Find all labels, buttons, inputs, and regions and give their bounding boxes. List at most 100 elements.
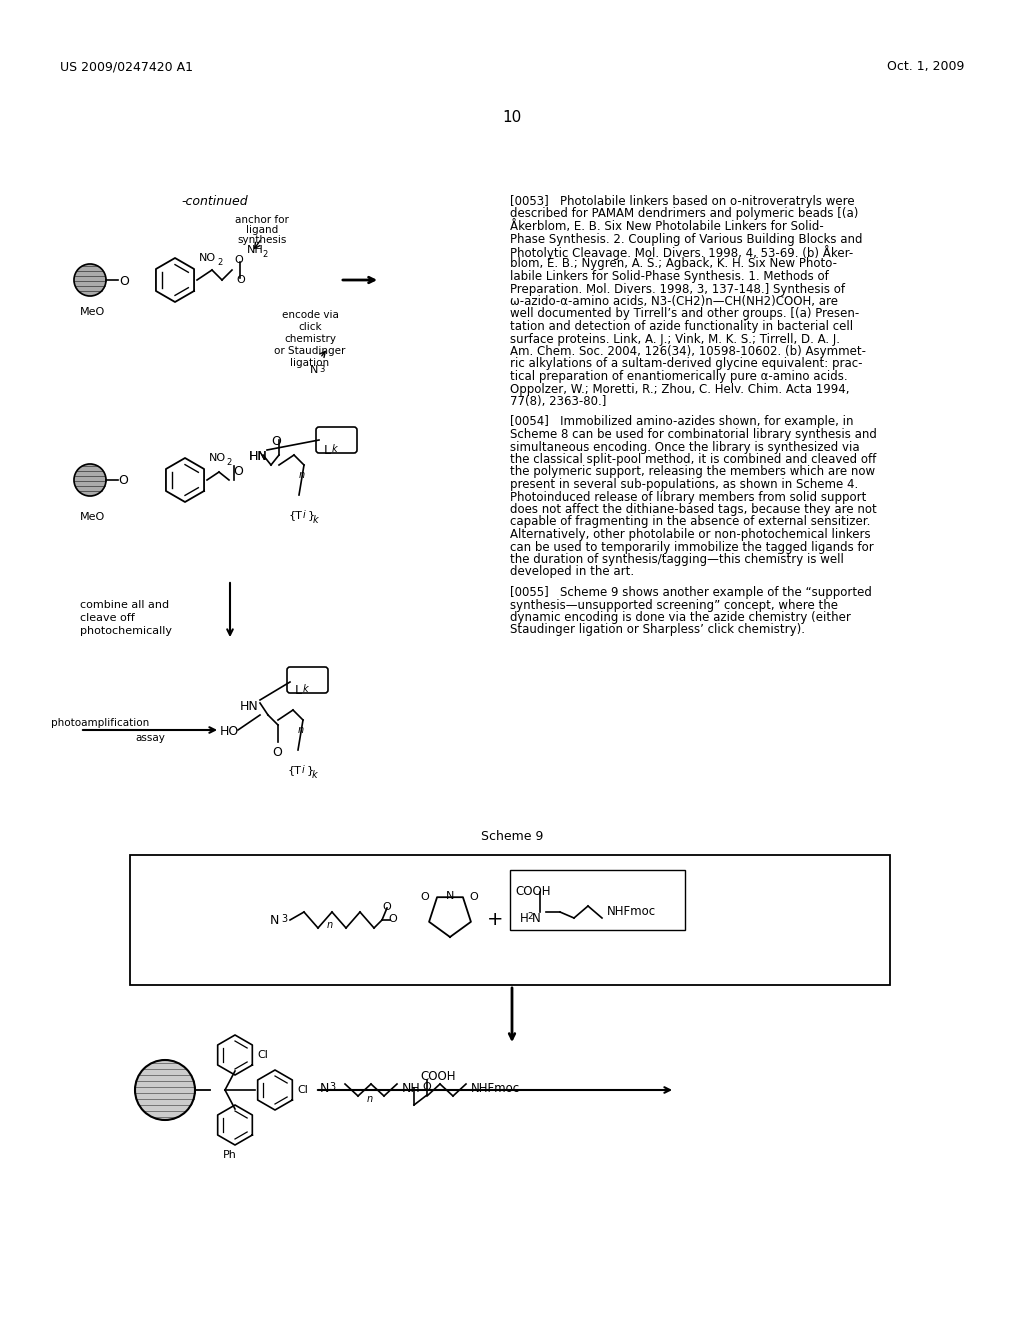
Text: blom, E. B.; Nygren, A. S.; Agback, K. H. Six New Photo-: blom, E. B.; Nygren, A. S.; Agback, K. H… bbox=[510, 257, 837, 271]
Text: photoamplification: photoamplification bbox=[51, 718, 150, 729]
Text: n: n bbox=[298, 725, 304, 735]
Text: the polymeric support, releasing the members which are now: the polymeric support, releasing the mem… bbox=[510, 466, 876, 479]
Text: Cl: Cl bbox=[297, 1085, 308, 1096]
Text: developed in the art.: developed in the art. bbox=[510, 565, 634, 578]
Text: i: i bbox=[302, 766, 305, 775]
Text: L: L bbox=[324, 444, 331, 457]
Text: 2: 2 bbox=[226, 458, 231, 467]
Text: k: k bbox=[303, 684, 308, 694]
Text: MeO: MeO bbox=[80, 308, 105, 317]
Text: -continued: -continued bbox=[181, 195, 248, 209]
Text: ric alkylations of a sultam-derived glycine equivalent: prac-: ric alkylations of a sultam-derived glyc… bbox=[510, 358, 862, 371]
Text: k: k bbox=[313, 515, 318, 525]
Text: can be used to temporarily immobilize the tagged ligands for: can be used to temporarily immobilize th… bbox=[510, 540, 873, 553]
Text: the duration of synthesis/tagging—this chemistry is well: the duration of synthesis/tagging—this c… bbox=[510, 553, 844, 566]
Text: [0055]   Scheme 9 shows another example of the “supported: [0055] Scheme 9 shows another example of… bbox=[510, 586, 871, 599]
Text: encode via: encode via bbox=[282, 310, 339, 319]
Text: HN: HN bbox=[249, 450, 267, 463]
Text: L: L bbox=[295, 684, 302, 697]
Text: N: N bbox=[310, 366, 318, 375]
Text: n: n bbox=[367, 1094, 373, 1104]
Text: n: n bbox=[299, 470, 305, 480]
Text: 3: 3 bbox=[319, 366, 325, 374]
Text: simultaneous encoding. Once the library is synthesized via: simultaneous encoding. Once the library … bbox=[510, 441, 859, 454]
Text: NHFmoc: NHFmoc bbox=[607, 906, 656, 917]
Text: Photolytic Cleavage. Mol. Divers. 1998, 4, 53-69. (b) Åker-: Photolytic Cleavage. Mol. Divers. 1998, … bbox=[510, 246, 853, 260]
Text: tical preparation of enantiomerically pure α-amino acids.: tical preparation of enantiomerically pu… bbox=[510, 370, 848, 383]
Text: combine all and: combine all and bbox=[80, 601, 169, 610]
Text: ω-azido-α-amino acids, N3-(CH2)n—CH(NH2)COOH, are: ω-azido-α-amino acids, N3-(CH2)n—CH(NH2)… bbox=[510, 294, 838, 308]
Text: chemistry: chemistry bbox=[284, 334, 336, 345]
Text: n: n bbox=[327, 920, 333, 931]
Text: O: O bbox=[118, 474, 128, 487]
Text: {T: {T bbox=[289, 510, 303, 520]
Text: k: k bbox=[312, 770, 317, 780]
Text: N: N bbox=[532, 912, 541, 925]
Text: Photoinduced release of library members from solid support: Photoinduced release of library members … bbox=[510, 491, 866, 503]
Text: H: H bbox=[520, 912, 528, 925]
Text: }: } bbox=[307, 766, 314, 775]
Text: dynamic encoding is done via the azide chemistry (either: dynamic encoding is done via the azide c… bbox=[510, 611, 851, 624]
Text: tation and detection of azide functionality in bacterial cell: tation and detection of azide functional… bbox=[510, 319, 853, 333]
Circle shape bbox=[135, 1060, 195, 1119]
Text: O: O bbox=[271, 436, 281, 447]
Text: [0054]   Immobilized amino-azides shown, for example, in: [0054] Immobilized amino-azides shown, f… bbox=[510, 416, 853, 429]
Text: synthesis: synthesis bbox=[238, 235, 287, 246]
Text: capable of fragmenting in the absence of external sensitizer.: capable of fragmenting in the absence of… bbox=[510, 516, 870, 528]
Text: N: N bbox=[446, 891, 455, 902]
Text: O: O bbox=[236, 275, 245, 285]
Text: O: O bbox=[382, 902, 391, 912]
Text: 3: 3 bbox=[329, 1082, 335, 1092]
Text: O: O bbox=[422, 1082, 431, 1092]
Text: NO: NO bbox=[199, 253, 216, 263]
Text: Staudinger ligation or Sharpless’ click chemistry).: Staudinger ligation or Sharpless’ click … bbox=[510, 623, 805, 636]
Text: well documented by Tirrell’s and other groups. [(a) Presen-: well documented by Tirrell’s and other g… bbox=[510, 308, 859, 321]
Text: labile Linkers for Solid-Phase Synthesis. 1. Methods of: labile Linkers for Solid-Phase Synthesis… bbox=[510, 271, 828, 282]
Text: present in several sub-populations, as shown in Scheme 4.: present in several sub-populations, as s… bbox=[510, 478, 858, 491]
Text: COOH: COOH bbox=[515, 884, 551, 898]
Text: the classical split-pool method, it is combined and cleaved off: the classical split-pool method, it is c… bbox=[510, 453, 877, 466]
Text: surface proteins. Link, A. J.; Vink, M. K. S.; Tirrell, D. A. J.: surface proteins. Link, A. J.; Vink, M. … bbox=[510, 333, 840, 346]
Text: anchor for: anchor for bbox=[236, 215, 289, 224]
Text: O: O bbox=[470, 892, 478, 902]
Text: ligation: ligation bbox=[291, 358, 330, 368]
Text: Cl: Cl bbox=[257, 1049, 268, 1060]
Text: NO: NO bbox=[209, 453, 226, 463]
Text: described for PAMAM dendrimers and polymeric beads [(a): described for PAMAM dendrimers and polym… bbox=[510, 207, 858, 220]
Text: Ph: Ph bbox=[223, 1150, 237, 1160]
Text: HO: HO bbox=[220, 725, 240, 738]
Text: O: O bbox=[421, 892, 429, 902]
Text: 2: 2 bbox=[262, 249, 267, 259]
Text: cleave off: cleave off bbox=[80, 612, 135, 623]
Text: Åkerblom, E. B. Six New Photolabile Linkers for Solid-: Åkerblom, E. B. Six New Photolabile Link… bbox=[510, 220, 823, 234]
Text: k: k bbox=[332, 444, 338, 454]
Text: MeO: MeO bbox=[80, 512, 105, 521]
Text: 2: 2 bbox=[527, 912, 532, 921]
Text: 77(8), 2363-80.]: 77(8), 2363-80.] bbox=[510, 395, 606, 408]
Text: US 2009/0247420 A1: US 2009/0247420 A1 bbox=[60, 59, 193, 73]
Text: NHFmoc: NHFmoc bbox=[471, 1082, 520, 1096]
Text: O: O bbox=[388, 913, 396, 924]
Text: ligand: ligand bbox=[246, 224, 279, 235]
Text: COOH: COOH bbox=[420, 1071, 456, 1082]
Text: i: i bbox=[303, 510, 306, 520]
Text: O: O bbox=[233, 465, 243, 478]
Text: does not affect the dithiane-based tags, because they are not: does not affect the dithiane-based tags,… bbox=[510, 503, 877, 516]
Text: Oppolzer, W.; Moretti, R.; Zhou, C. Helv. Chim. Acta 1994,: Oppolzer, W.; Moretti, R.; Zhou, C. Helv… bbox=[510, 383, 850, 396]
Text: 10: 10 bbox=[503, 110, 521, 125]
Text: click: click bbox=[298, 322, 322, 333]
Text: photochemically: photochemically bbox=[80, 626, 172, 636]
Text: O: O bbox=[272, 746, 282, 759]
Text: Oct. 1, 2009: Oct. 1, 2009 bbox=[887, 59, 964, 73]
Text: Am. Chem. Soc. 2004, 126(34), 10598-10602. (b) Asymmet-: Am. Chem. Soc. 2004, 126(34), 10598-1060… bbox=[510, 345, 866, 358]
Text: O: O bbox=[234, 255, 243, 265]
Text: +: + bbox=[486, 909, 503, 929]
Text: N: N bbox=[319, 1082, 330, 1096]
Text: or Staudinger: or Staudinger bbox=[274, 346, 346, 356]
Text: 3: 3 bbox=[281, 913, 287, 924]
Text: HN: HN bbox=[249, 450, 267, 463]
Text: NH: NH bbox=[402, 1082, 421, 1096]
Text: synthesis—unsupported screening” concept, where the: synthesis—unsupported screening” concept… bbox=[510, 598, 838, 611]
Text: Phase Synthesis. 2. Coupling of Various Building Blocks and: Phase Synthesis. 2. Coupling of Various … bbox=[510, 232, 862, 246]
Text: Scheme 9: Scheme 9 bbox=[481, 830, 543, 843]
